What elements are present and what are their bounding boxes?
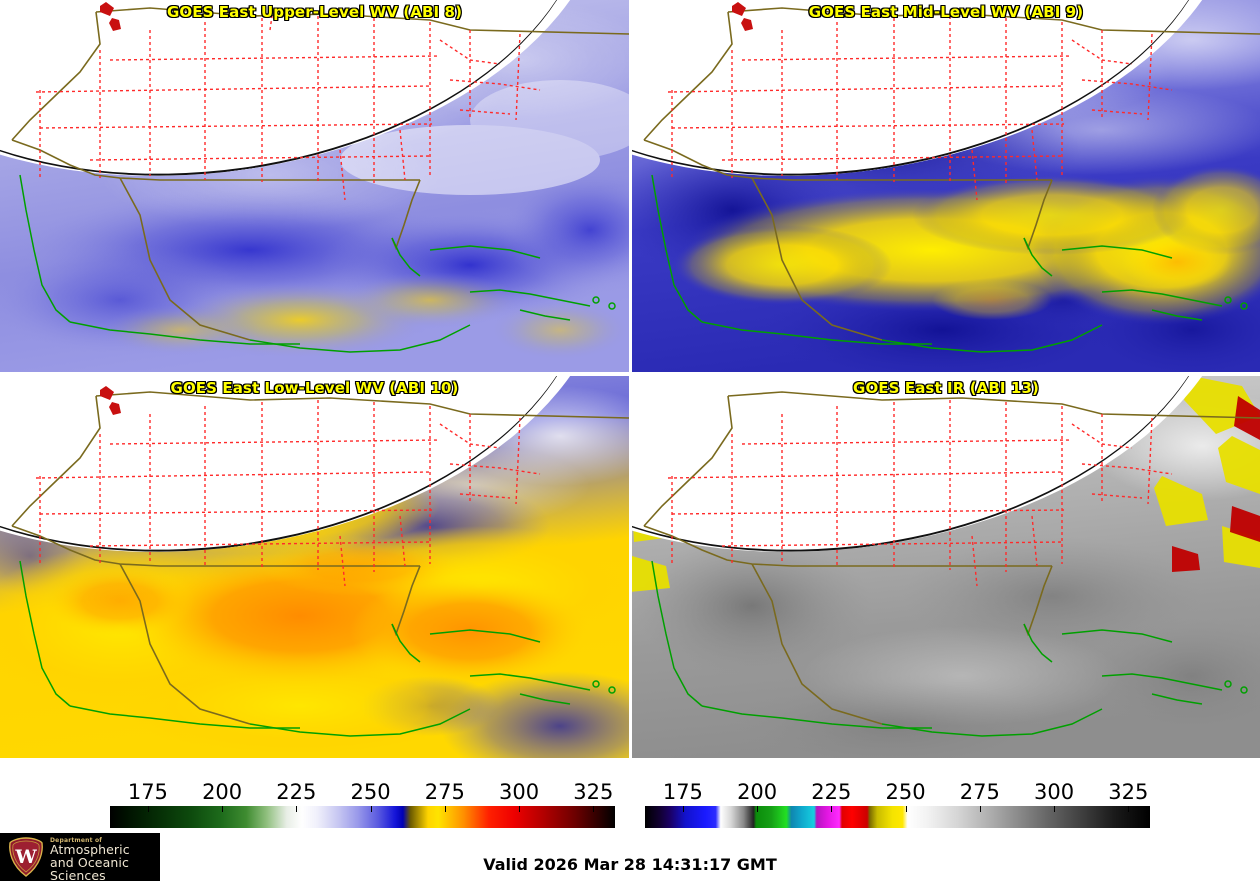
tick-label: 250	[885, 780, 926, 804]
logo-name-line-1: Atmospheric	[50, 842, 130, 858]
colorbar-ir: 175 200 225 250 275 300 325	[645, 780, 1150, 838]
logo-name-line-2: and Oceanic Sciences	[50, 854, 129, 883]
geography-overlay	[11, 386, 629, 737]
tick-label: 250	[350, 780, 391, 804]
geography-overlay	[643, 391, 1260, 737]
tick-label: 300	[499, 780, 540, 804]
tick-label: 200	[202, 780, 243, 804]
panel-low-level-wv[interactable]: GOES East Low-Level WV (ABI 10)	[0, 376, 629, 758]
tick-label: 175	[127, 780, 168, 804]
geography-overlay	[643, 2, 1260, 353]
geography-overlay	[11, 2, 629, 353]
tick-label: 200	[737, 780, 778, 804]
tick-label: 225	[276, 780, 317, 804]
panel-mid-level-wv[interactable]: GOES East Mid-Level WV (ABI 9)	[632, 0, 1260, 372]
tick-label: 225	[811, 780, 852, 804]
tick-label: 325	[1108, 780, 1149, 804]
colorbar-right-ticks	[645, 806, 1150, 812]
logo-department-line: Department of	[50, 837, 103, 844]
tick-label: 325	[573, 780, 614, 804]
tick-label: 300	[1034, 780, 1075, 804]
panel-grid: GOES East Upper-Level WV (ABI 8)	[0, 0, 1260, 758]
colorbar-right-ticklabels: 175 200 225 250 275 300 325	[645, 780, 1150, 806]
colorbar-water-vapor: 175 200 225 250 275 300 325	[110, 780, 615, 838]
valid-timestamp: Valid 2026 Mar 28 14:31:17 GMT	[483, 855, 777, 874]
panel-ir[interactable]: GOES East IR (ABI 13)	[632, 376, 1260, 758]
colorbar-left-ticks	[110, 806, 615, 812]
tick-label: 175	[662, 780, 703, 804]
colorbar-left-ticklabels: 175 200 225 250 275 300 325	[110, 780, 615, 806]
tick-label: 275	[959, 780, 1000, 804]
colorbar-left-gradient	[110, 806, 615, 828]
panel-upper-level-wv[interactable]: GOES East Upper-Level WV (ABI 8)	[0, 0, 629, 372]
uw-aos-logo: W Department of Atmospheric and Oceanic …	[0, 833, 160, 881]
svg-text:W: W	[14, 846, 37, 868]
uw-crest-icon: W	[9, 837, 43, 877]
logo-text-block: Department of Atmospheric and Oceanic Sc…	[50, 837, 160, 883]
tick-label: 275	[424, 780, 465, 804]
colorbar-right-gradient	[645, 806, 1150, 828]
